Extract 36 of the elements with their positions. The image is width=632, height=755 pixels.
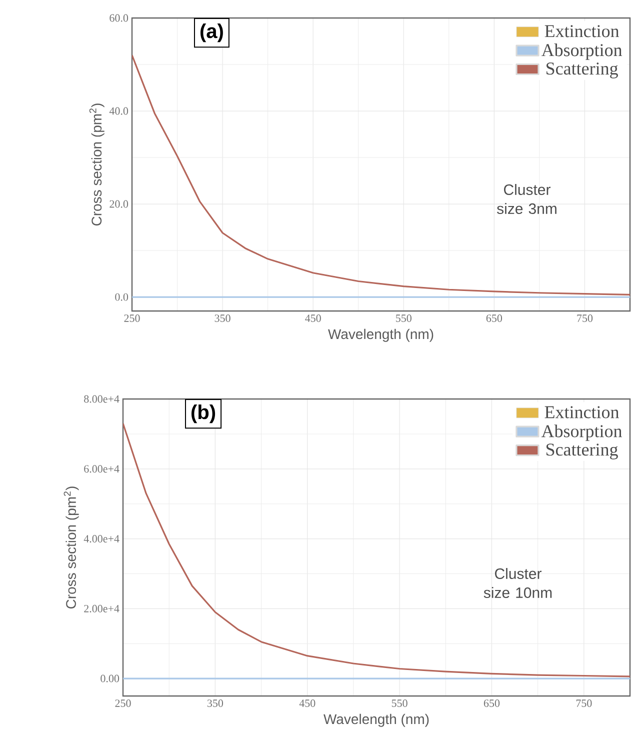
y-tick-label: 40.0 xyxy=(109,107,128,115)
annotation: (b) xyxy=(192,404,216,424)
y-axis-title: Cross section (pm$^{2}$) xyxy=(64,486,79,609)
legend-label: Absorption xyxy=(541,424,622,441)
y-axis-title: Cross section (pm$^{2}$) xyxy=(89,104,104,226)
legend-label: Scattering xyxy=(546,62,618,78)
x-tick-label: 750 xyxy=(576,700,592,707)
y-tick-label: 6.00e+4 xyxy=(84,465,120,473)
legend-label: Absorption xyxy=(541,44,622,60)
legend-label: Extinction xyxy=(544,406,620,418)
x-tick-label: 550 xyxy=(396,314,412,322)
x-axis-title: Wavelength (nm) xyxy=(328,328,434,342)
x-tick-label: 350 xyxy=(207,700,224,707)
x-tick-label: 450 xyxy=(305,314,321,322)
annotation: (a) xyxy=(200,24,223,42)
y-tick-label: 0.00 xyxy=(100,674,120,682)
x-tick-label: 550 xyxy=(392,700,408,707)
annotation: Cluster size 10nm xyxy=(484,568,552,598)
y-tick-label: 0.0 xyxy=(115,293,128,301)
x-tick-label: 450 xyxy=(299,700,316,707)
x-tick-label: 250 xyxy=(115,700,131,707)
legend-label: Extinction xyxy=(544,25,620,38)
x-tick-label: 650 xyxy=(484,700,500,707)
y-tick-label: 8.00e+4 xyxy=(84,395,120,403)
y-tick-label: 4.00e+4 xyxy=(84,535,120,543)
x-tick-label: 350 xyxy=(214,314,230,322)
x-tick-label: 750 xyxy=(577,314,593,322)
x-tick-label: 250 xyxy=(124,314,140,322)
x-axis-title: Wavelength (nm) xyxy=(324,714,429,727)
y-tick-label: 60.0 xyxy=(110,14,128,22)
y-tick-label: 2.00e+4 xyxy=(84,604,120,612)
line-series xyxy=(123,422,630,678)
y-tick-label: 20.0 xyxy=(110,200,128,208)
x-tick-label: 650 xyxy=(486,314,502,322)
annotation: Cluster size 3nm xyxy=(497,184,556,214)
legend-label: Scattering xyxy=(546,444,618,460)
